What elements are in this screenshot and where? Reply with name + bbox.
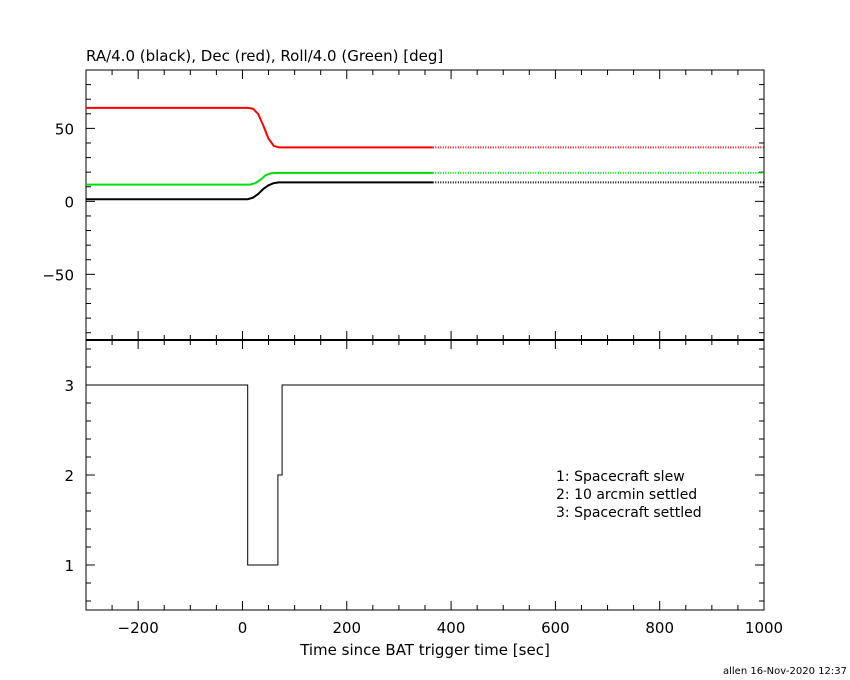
y-tick-label: 1 bbox=[64, 557, 74, 575]
x-tick-label: −200 bbox=[118, 619, 159, 637]
top-chart-frame bbox=[85, 69, 765, 341]
x-tick-label: 200 bbox=[332, 619, 361, 637]
x-tick-label: 600 bbox=[541, 619, 570, 637]
top-chart-axes: −50 0 50 bbox=[42, 69, 765, 341]
top-chart-series bbox=[86, 106, 764, 201]
x-tick-label: 400 bbox=[437, 619, 466, 637]
y-tick-label: 2 bbox=[64, 467, 74, 485]
status-step-line-0 bbox=[86, 384, 764, 566]
legend-entry-1: 1: Spacecraft slew bbox=[556, 469, 685, 485]
series-line-0 bbox=[86, 106, 433, 149]
x-tick-label: 800 bbox=[645, 619, 674, 637]
legend: 1: Spacecraft slew 2: 10 arcmin settled … bbox=[556, 469, 702, 521]
y-tick-label: 50 bbox=[55, 120, 74, 138]
series-line-2 bbox=[86, 181, 433, 201]
y-tick-label: 0 bbox=[64, 193, 74, 211]
y-tick-label: −50 bbox=[42, 266, 74, 284]
footer-credit: allen 16-Nov-2020 12:37 bbox=[723, 666, 847, 677]
x-tick-label: 1000 bbox=[745, 619, 783, 637]
x-tick-label: 0 bbox=[238, 619, 248, 637]
legend-entry-3: 3: Spacecraft settled bbox=[556, 505, 702, 521]
x-axis-label: Time since BAT trigger time [sec] bbox=[299, 641, 550, 659]
y-tick-label: 3 bbox=[64, 377, 74, 395]
legend-entry-2: 2: 10 arcmin settled bbox=[556, 487, 697, 503]
bottom-chart-series bbox=[86, 384, 764, 566]
series-line-1 bbox=[86, 171, 433, 186]
top-chart-title: RA/4.0 (black), Dec (red), Roll/4.0 (Gre… bbox=[86, 47, 443, 65]
